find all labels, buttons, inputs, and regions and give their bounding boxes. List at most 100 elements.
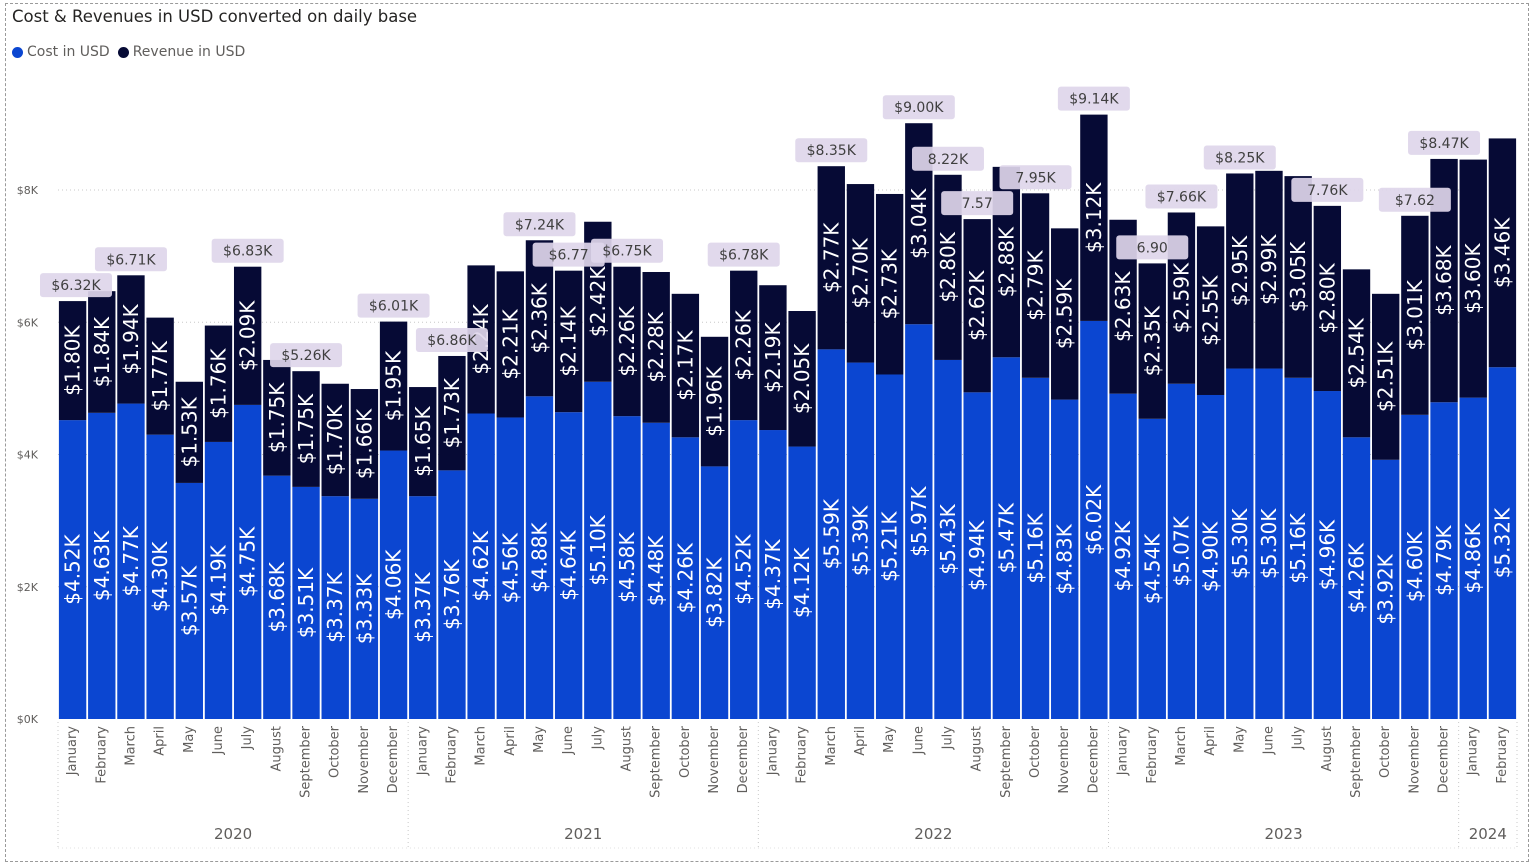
bar-cost[interactable] bbox=[934, 359, 962, 719]
bar-cost[interactable] bbox=[204, 441, 233, 719]
bar-revenue[interactable] bbox=[671, 293, 700, 438]
bar-revenue[interactable] bbox=[117, 275, 145, 404]
bar-revenue[interactable] bbox=[700, 336, 729, 467]
bar-cost[interactable] bbox=[671, 437, 700, 719]
bar-cost[interactable] bbox=[58, 420, 87, 719]
bar-revenue[interactable] bbox=[1051, 228, 1079, 400]
bar-cost[interactable] bbox=[700, 466, 729, 719]
bar-revenue[interactable] bbox=[350, 389, 379, 499]
bar-cost[interactable] bbox=[263, 475, 291, 719]
bar-cost[interactable] bbox=[146, 434, 174, 719]
bar-cost[interactable] bbox=[1080, 320, 1108, 719]
bar-revenue[interactable] bbox=[88, 291, 116, 413]
bar-revenue[interactable] bbox=[1255, 170, 1283, 369]
bar-revenue[interactable] bbox=[1196, 226, 1225, 395]
bar-cost[interactable] bbox=[759, 430, 787, 719]
bar-cost[interactable] bbox=[1226, 368, 1254, 719]
bar-revenue[interactable] bbox=[1459, 159, 1487, 398]
bar-cost[interactable] bbox=[1051, 399, 1079, 719]
bar-revenue[interactable] bbox=[1226, 173, 1254, 369]
bar-cost[interactable] bbox=[1255, 368, 1283, 719]
bar-revenue[interactable] bbox=[1080, 114, 1108, 321]
bar-revenue[interactable] bbox=[875, 193, 904, 375]
bar-revenue[interactable] bbox=[1284, 176, 1312, 378]
bar-cost[interactable] bbox=[117, 403, 145, 719]
bar-revenue[interactable] bbox=[175, 381, 203, 483]
bar-cost[interactable] bbox=[292, 486, 320, 719]
bar-cost[interactable] bbox=[1138, 418, 1166, 719]
bar-revenue[interactable] bbox=[409, 387, 437, 497]
bar-revenue[interactable] bbox=[58, 301, 87, 421]
bar-revenue[interactable] bbox=[1401, 215, 1429, 415]
bar-revenue[interactable] bbox=[263, 359, 291, 476]
bar-cost[interactable] bbox=[1021, 377, 1050, 719]
bar-cost[interactable] bbox=[730, 420, 758, 719]
bar-cost[interactable] bbox=[321, 496, 349, 719]
x-month-label: February bbox=[1495, 726, 1510, 784]
bar-cost[interactable] bbox=[846, 362, 875, 719]
bar-revenue[interactable] bbox=[730, 270, 758, 421]
bar-revenue[interactable] bbox=[963, 219, 991, 393]
bar-revenue[interactable] bbox=[321, 383, 349, 497]
bar-cost[interactable] bbox=[905, 324, 933, 719]
legend-item-revenue[interactable]: Revenue in USD bbox=[117, 44, 245, 60]
bar-revenue[interactable] bbox=[146, 317, 174, 435]
bar-revenue[interactable] bbox=[233, 266, 262, 405]
bar-cost[interactable] bbox=[1167, 383, 1196, 719]
bar-cost[interactable] bbox=[379, 450, 408, 719]
bar-cost[interactable] bbox=[350, 498, 379, 719]
bar-cost[interactable] bbox=[88, 412, 116, 719]
bar-cost[interactable] bbox=[554, 412, 583, 719]
bar-revenue[interactable] bbox=[379, 321, 408, 451]
bar-cost[interactable] bbox=[438, 470, 466, 719]
bar-revenue[interactable] bbox=[204, 325, 233, 442]
bar-cost[interactable] bbox=[992, 357, 1021, 719]
bar-cost[interactable] bbox=[963, 392, 991, 719]
bar-revenue[interactable] bbox=[759, 285, 787, 431]
cost-data-label: $4.48K bbox=[644, 535, 668, 606]
bar-cost[interactable] bbox=[1372, 459, 1400, 719]
bar-revenue[interactable] bbox=[1488, 138, 1517, 368]
bar-cost[interactable] bbox=[875, 374, 904, 719]
bar-cost[interactable] bbox=[1284, 377, 1312, 719]
bar-revenue[interactable] bbox=[496, 271, 524, 418]
bar-revenue[interactable] bbox=[1342, 269, 1371, 438]
bar-revenue[interactable] bbox=[438, 355, 466, 471]
total-label-box bbox=[795, 138, 868, 163]
bar-cost[interactable] bbox=[1430, 402, 1458, 719]
bar-revenue[interactable] bbox=[1138, 263, 1166, 419]
x-month-label: January bbox=[65, 726, 80, 777]
bar-cost[interactable] bbox=[1313, 391, 1342, 719]
bar-cost[interactable] bbox=[584, 381, 612, 719]
cost-data-label: $4.54K bbox=[1140, 533, 1164, 604]
bar-cost[interactable] bbox=[642, 422, 670, 719]
bar-cost[interactable] bbox=[175, 482, 203, 719]
x-year-label: 2024 bbox=[1469, 825, 1507, 843]
bar-cost[interactable] bbox=[817, 349, 845, 719]
bar-cost[interactable] bbox=[613, 416, 641, 719]
bar-cost[interactable] bbox=[233, 404, 262, 719]
bar-cost[interactable] bbox=[496, 417, 524, 719]
bar-cost[interactable] bbox=[1342, 437, 1371, 719]
bar-revenue[interactable] bbox=[292, 371, 320, 487]
legend-item-cost[interactable]: Cost in USD bbox=[12, 44, 110, 60]
bar-cost[interactable] bbox=[1109, 393, 1137, 719]
x-month-label: October bbox=[328, 725, 343, 778]
bar-revenue[interactable] bbox=[1372, 293, 1400, 460]
bar-cost[interactable] bbox=[525, 396, 554, 719]
bar-cost[interactable] bbox=[1196, 394, 1225, 719]
bar-cost[interactable] bbox=[409, 496, 437, 719]
bar-cost[interactable] bbox=[1459, 397, 1487, 719]
bar-cost[interactable] bbox=[467, 413, 495, 719]
bar-revenue[interactable] bbox=[788, 311, 816, 447]
bar-cost[interactable] bbox=[788, 446, 816, 719]
bar-cost[interactable] bbox=[1488, 367, 1517, 719]
bar-revenue[interactable] bbox=[1313, 205, 1342, 392]
bar-revenue[interactable] bbox=[846, 184, 875, 363]
bar-revenue[interactable] bbox=[613, 266, 641, 417]
bar-revenue[interactable] bbox=[1021, 193, 1050, 378]
bar-cost[interactable] bbox=[1401, 414, 1429, 719]
bar-revenue[interactable] bbox=[642, 271, 670, 423]
bar-revenue[interactable] bbox=[554, 270, 583, 413]
bar-revenue[interactable] bbox=[817, 166, 845, 350]
